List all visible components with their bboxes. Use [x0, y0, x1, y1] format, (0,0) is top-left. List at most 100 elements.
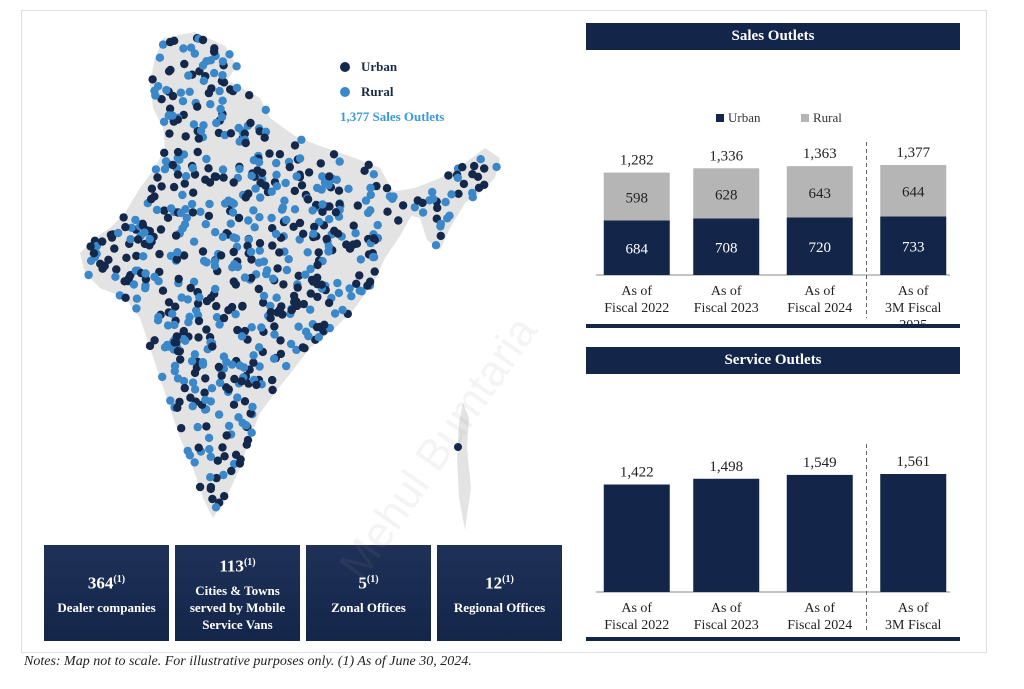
legend-swatch-rural	[801, 114, 809, 122]
urban-outlet-dot	[334, 186, 344, 195]
rural-outlet-dot	[206, 452, 215, 461]
rural-outlet-dot	[153, 82, 163, 91]
urban-outlet-dot	[176, 355, 185, 364]
rural-outlet-dot	[284, 255, 293, 264]
category-label: Fiscal 2024	[787, 618, 852, 633]
rural-outlet-dot	[162, 85, 171, 95]
rural-outlet-dot	[176, 88, 186, 97]
rural-outlet-dot	[441, 197, 450, 207]
legend-urban-label: Urban	[361, 59, 398, 74]
urban-outlet-dot	[383, 207, 392, 216]
rural-outlet-dot	[240, 273, 250, 282]
urban-outlet-dot	[180, 383, 189, 393]
urban-outlet-dot	[454, 189, 463, 198]
rural-outlet-dot	[301, 327, 311, 336]
stat-label: Regional Offices	[453, 600, 546, 616]
rural-outlet-dot	[259, 291, 269, 301]
urban-outlet-dot	[303, 195, 313, 204]
category-label: Fiscal 2023	[694, 301, 759, 316]
urban-outlet-dot	[290, 141, 300, 150]
urban-outlet-dot	[193, 102, 202, 111]
urban-outlet-dot	[170, 338, 179, 347]
urban-outlet-dot	[330, 226, 339, 235]
rural-outlet-dot	[225, 50, 234, 59]
rural-outlet-dot	[170, 320, 179, 330]
rural-outlet-dot	[295, 154, 305, 163]
rural-outlet-dot	[170, 366, 179, 376]
urban-outlet-dot	[168, 91, 178, 101]
urban-outlet-dot	[190, 170, 200, 179]
urban-outlet-dot	[254, 284, 263, 294]
category-label: As of	[621, 601, 652, 616]
india-map-svg	[80, 32, 501, 530]
rural-outlet-dot	[183, 295, 192, 304]
urban-outlet-dot	[266, 308, 275, 317]
urban-outlet-dot	[240, 129, 249, 138]
urban-outlet-dot	[342, 240, 351, 249]
rural-outlet-dot	[181, 172, 191, 181]
bar-total-label: 1,561	[896, 454, 930, 470]
rural-outlet-dot	[314, 333, 323, 342]
urban-outlet-dot	[292, 297, 301, 306]
urban-outlet-dot	[268, 241, 277, 250]
stat-value: 364(1)	[87, 573, 126, 593]
rural-outlet-dot	[198, 360, 208, 369]
urban-outlet-dot	[277, 302, 286, 311]
bar-value-label: 708	[715, 241, 738, 257]
rural-outlet-dot	[140, 228, 149, 237]
urban-outlet-dot	[352, 239, 362, 248]
legend-rural: Rural	[340, 84, 394, 100]
category-label: Fiscal 2022	[604, 618, 669, 633]
urban-outlet-dot	[193, 147, 202, 157]
urban-outlet-dot	[256, 178, 265, 188]
rural-outlet-dot	[168, 111, 177, 120]
rural-outlet-dot	[152, 205, 162, 215]
urban-outlet-dot	[355, 271, 364, 280]
urban-outlet-dot	[247, 273, 256, 283]
footnote: Notes: Map not to scale. For illustrativ…	[24, 654, 472, 669]
stat-value: 5(1)	[358, 573, 379, 593]
rural-outlet-dot	[131, 215, 140, 225]
rural-outlet-dot	[237, 332, 247, 341]
urban-outlet-dot	[353, 201, 362, 210]
urban-outlet-dot	[206, 482, 216, 492]
urban-outlet-dot	[275, 248, 284, 257]
urban-outlet-dot	[226, 129, 236, 138]
rural-outlet-dot	[114, 228, 123, 238]
bar-service-outlets	[693, 478, 760, 592]
urban-outlet-dot	[110, 244, 119, 253]
urban-outlet-dot	[259, 298, 268, 307]
category-label: As of	[898, 284, 929, 299]
rural-outlet-dot	[224, 196, 233, 205]
rural-outlet-dot	[255, 213, 264, 222]
bar-total-label: 1,422	[620, 465, 654, 481]
rural-outlet-dot	[297, 135, 306, 144]
rural-outlet-dot	[246, 247, 256, 257]
rural-outlet-dot	[193, 422, 202, 432]
stat-regional-offices: 12(1) Regional Offices	[437, 545, 562, 641]
urban-outlet-dot	[329, 150, 339, 159]
rural-outlet-dot	[201, 220, 210, 229]
rural-outlet-dot	[141, 284, 150, 293]
rural-outlet-dot	[205, 445, 214, 454]
bar-rural	[693, 168, 760, 219]
rural-outlet-dot	[218, 165, 228, 174]
urban-outlet-dot	[480, 164, 489, 173]
urban-outlet-dot	[293, 283, 302, 292]
rural-outlet-dot	[445, 211, 454, 220]
rural-outlet-dot	[250, 223, 259, 232]
rural-outlet-dot	[190, 458, 199, 467]
urban-outlet-dot	[243, 435, 253, 445]
urban-outlet-dot	[148, 75, 157, 84]
category-label: Fiscal 2022	[604, 301, 669, 316]
urban-outlet-dot	[202, 422, 211, 431]
urban-outlet-dot	[266, 314, 275, 323]
rural-outlet-dot	[306, 305, 315, 314]
rural-outlet-dot	[332, 175, 341, 184]
bar-total-label: 1,282	[620, 153, 654, 169]
urban-outlet-dot	[313, 260, 322, 270]
rural-outlet-dot	[247, 428, 256, 437]
rural-outlet-dot	[181, 336, 190, 345]
rural-outlet-dot	[335, 157, 344, 166]
category-label: Fiscal 2024	[787, 301, 852, 316]
